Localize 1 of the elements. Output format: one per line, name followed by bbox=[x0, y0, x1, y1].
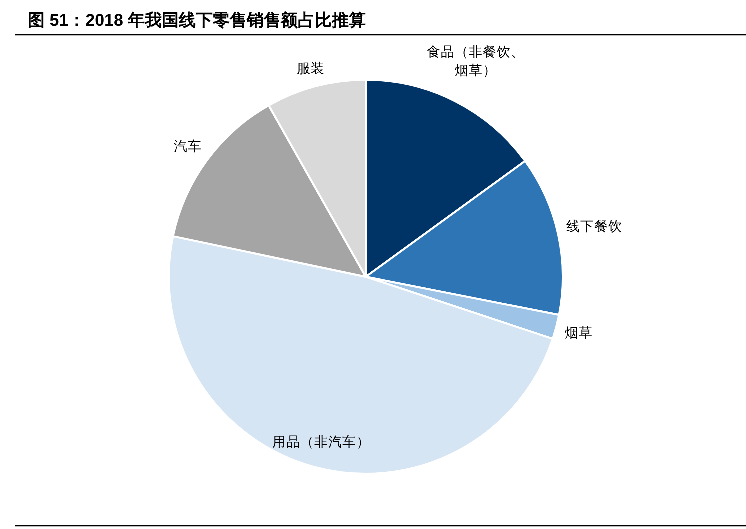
title: 图 51：2018 年我国线下零售销售额占比推算 bbox=[28, 11, 366, 30]
